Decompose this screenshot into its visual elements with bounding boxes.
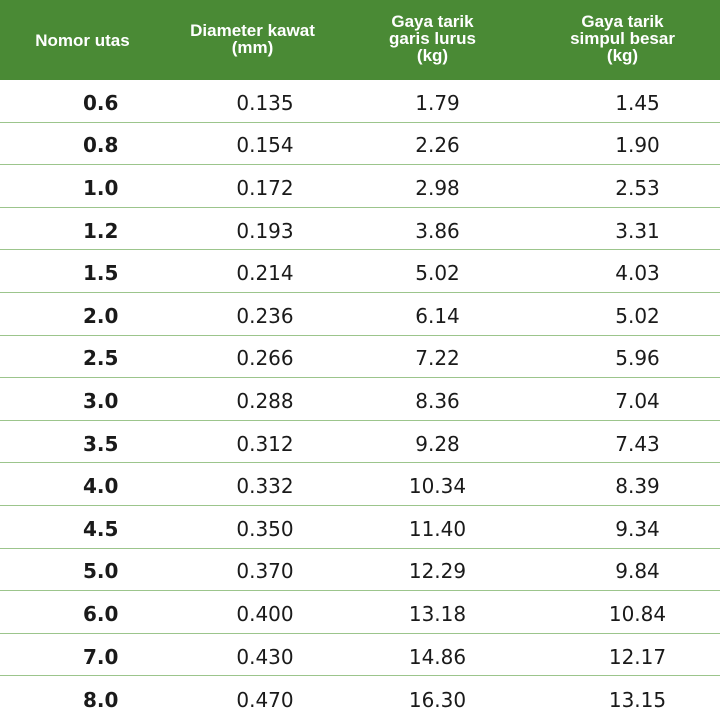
cell-gaya-tarik-garis-lurus: 6.14 xyxy=(415,303,460,328)
cell-gaya-tarik-simpul-besar: 5.96 xyxy=(615,346,660,371)
cell-gaya-tarik-garis-lurus: 2.98 xyxy=(415,175,460,200)
cell-gaya-tarik-garis-lurus: 13.18 xyxy=(408,601,467,626)
header-gaya-tarik-simpul-besar: Gaya tarik simpul besar (kg) xyxy=(525,0,720,80)
cell-gaya-tarik-garis-lurus: 2.26 xyxy=(415,133,460,158)
table-row: 1.0 0.172 2.98 2.53 xyxy=(0,165,720,208)
cell-diameter-kawat: 0.214 xyxy=(236,261,294,286)
table-row: 0.6 0.135 1.79 1.45 xyxy=(0,80,720,123)
cell-nomor-utas: 1.2 xyxy=(83,218,119,243)
cell-nomor-utas: 1.0 xyxy=(83,175,119,200)
table-row: 0.8 0.154 2.26 1.90 xyxy=(0,123,720,166)
cell-nomor-utas: 1.5 xyxy=(83,261,119,286)
header-gaya-tarik-garis-lurus: Gaya tarik garis lurus (kg) xyxy=(340,0,525,80)
header-label-line: Diameter kawat xyxy=(190,21,315,40)
cell-nomor-utas: 6.0 xyxy=(83,601,119,626)
table-row: 3.5 0.312 9.28 7.43 xyxy=(0,421,720,464)
cell-gaya-tarik-simpul-besar: 10.84 xyxy=(608,601,667,626)
cell-gaya-tarik-garis-lurus: 3.86 xyxy=(415,218,460,243)
cell-diameter-kawat: 0.193 xyxy=(236,218,294,243)
header-label-line: (kg) xyxy=(606,46,639,65)
cell-nomor-utas: 3.5 xyxy=(83,431,119,456)
cell-gaya-tarik-garis-lurus: 10.34 xyxy=(408,474,467,499)
cell-diameter-kawat: 0.350 xyxy=(236,516,294,541)
table-body: 0.6 0.135 1.79 1.45 0.8 0.154 2.26 1.90 1.0 0.172… xyxy=(0,80,720,719)
table-row: 5.0 0.370 12.29 9.84 xyxy=(0,549,720,592)
cell-diameter-kawat: 0.135 xyxy=(236,90,294,115)
cell-diameter-kawat: 0.370 xyxy=(236,559,294,584)
header-label-line: (mm) xyxy=(231,38,274,57)
cell-gaya-tarik-simpul-besar: 5.02 xyxy=(615,303,660,328)
cell-gaya-tarik-simpul-besar: 3.31 xyxy=(615,218,660,243)
cell-gaya-tarik-simpul-besar: 2.53 xyxy=(615,175,660,200)
cell-nomor-utas: 0.8 xyxy=(83,133,119,158)
cell-gaya-tarik-simpul-besar: 12.17 xyxy=(608,644,667,669)
table-row: 4.0 0.332 10.34 8.39 xyxy=(0,463,720,506)
cell-diameter-kawat: 0.154 xyxy=(236,133,294,158)
table-row: 6.0 0.400 13.18 10.84 xyxy=(0,591,720,634)
cell-diameter-kawat: 0.430 xyxy=(236,644,294,669)
cell-gaya-tarik-simpul-besar: 4.03 xyxy=(615,261,660,286)
cell-gaya-tarik-simpul-besar: 7.04 xyxy=(615,388,660,413)
table-row: 8.0 0.470 16.30 13.15 xyxy=(0,676,720,719)
cell-gaya-tarik-simpul-besar: 7.43 xyxy=(615,431,660,456)
cell-gaya-tarik-garis-lurus: 14.86 xyxy=(408,644,467,669)
cell-gaya-tarik-simpul-besar: 13.15 xyxy=(608,687,667,712)
cell-gaya-tarik-garis-lurus: 12.29 xyxy=(408,559,467,584)
cell-diameter-kawat: 0.266 xyxy=(236,346,294,371)
cell-diameter-kawat: 0.470 xyxy=(236,687,294,712)
cell-nomor-utas: 0.6 xyxy=(83,90,119,115)
cell-gaya-tarik-simpul-besar: 8.39 xyxy=(615,474,660,499)
cell-gaya-tarik-simpul-besar: 1.90 xyxy=(615,133,660,158)
cell-gaya-tarik-garis-lurus: 1.79 xyxy=(415,90,460,115)
cell-gaya-tarik-garis-lurus: 5.02 xyxy=(415,261,460,286)
cell-diameter-kawat: 0.236 xyxy=(236,303,294,328)
cell-gaya-tarik-simpul-besar: 9.34 xyxy=(615,516,660,541)
table-row: 2.0 0.236 6.14 5.02 xyxy=(0,293,720,336)
cell-gaya-tarik-simpul-besar: 1.45 xyxy=(615,90,660,115)
cell-nomor-utas: 2.0 xyxy=(83,303,119,328)
cell-gaya-tarik-garis-lurus: 9.28 xyxy=(415,431,460,456)
table-row: 4.5 0.350 11.40 9.34 xyxy=(0,506,720,549)
header-label-line: garis lurus xyxy=(389,29,476,48)
cell-nomor-utas: 4.5 xyxy=(83,516,119,541)
cell-nomor-utas: 2.5 xyxy=(83,346,119,371)
cell-diameter-kawat: 0.288 xyxy=(236,388,294,413)
cell-diameter-kawat: 0.332 xyxy=(236,474,294,499)
cell-diameter-kawat: 0.172 xyxy=(236,175,294,200)
cell-gaya-tarik-garis-lurus: 7.22 xyxy=(415,346,460,371)
table-row: 3.0 0.288 8.36 7.04 xyxy=(0,378,720,421)
header-label-line: (kg) xyxy=(416,46,449,65)
cell-nomor-utas: 7.0 xyxy=(83,644,119,669)
header-label: Nomor utas xyxy=(35,30,130,50)
header-label-line: Gaya tarik xyxy=(581,12,664,31)
header-label-line: Gaya tarik xyxy=(391,12,474,31)
table-row: 1.2 0.193 3.86 3.31 xyxy=(0,208,720,251)
cell-nomor-utas: 8.0 xyxy=(83,687,119,712)
header-diameter-kawat: Diameter kawat (mm) xyxy=(165,0,340,80)
cell-gaya-tarik-garis-lurus: 11.40 xyxy=(408,516,467,541)
table-row: 7.0 0.430 14.86 12.17 xyxy=(0,634,720,677)
table-row: 1.5 0.214 5.02 4.03 xyxy=(0,250,720,293)
cell-diameter-kawat: 0.312 xyxy=(236,431,294,456)
cell-nomor-utas: 5.0 xyxy=(83,559,119,584)
cell-nomor-utas: 4.0 xyxy=(83,474,119,499)
cell-gaya-tarik-garis-lurus: 16.30 xyxy=(408,687,467,712)
table-row: 2.5 0.266 7.22 5.96 xyxy=(0,336,720,379)
cell-gaya-tarik-garis-lurus: 8.36 xyxy=(415,388,460,413)
cell-gaya-tarik-simpul-besar: 9.84 xyxy=(615,559,660,584)
table-header: Nomor utas Diameter kawat (mm) Gaya tari… xyxy=(0,0,720,80)
cell-diameter-kawat: 0.400 xyxy=(236,601,294,626)
cell-nomor-utas: 3.0 xyxy=(83,388,119,413)
header-nomor-utas: Nomor utas xyxy=(0,0,165,80)
header-label-line: simpul besar xyxy=(570,29,675,48)
